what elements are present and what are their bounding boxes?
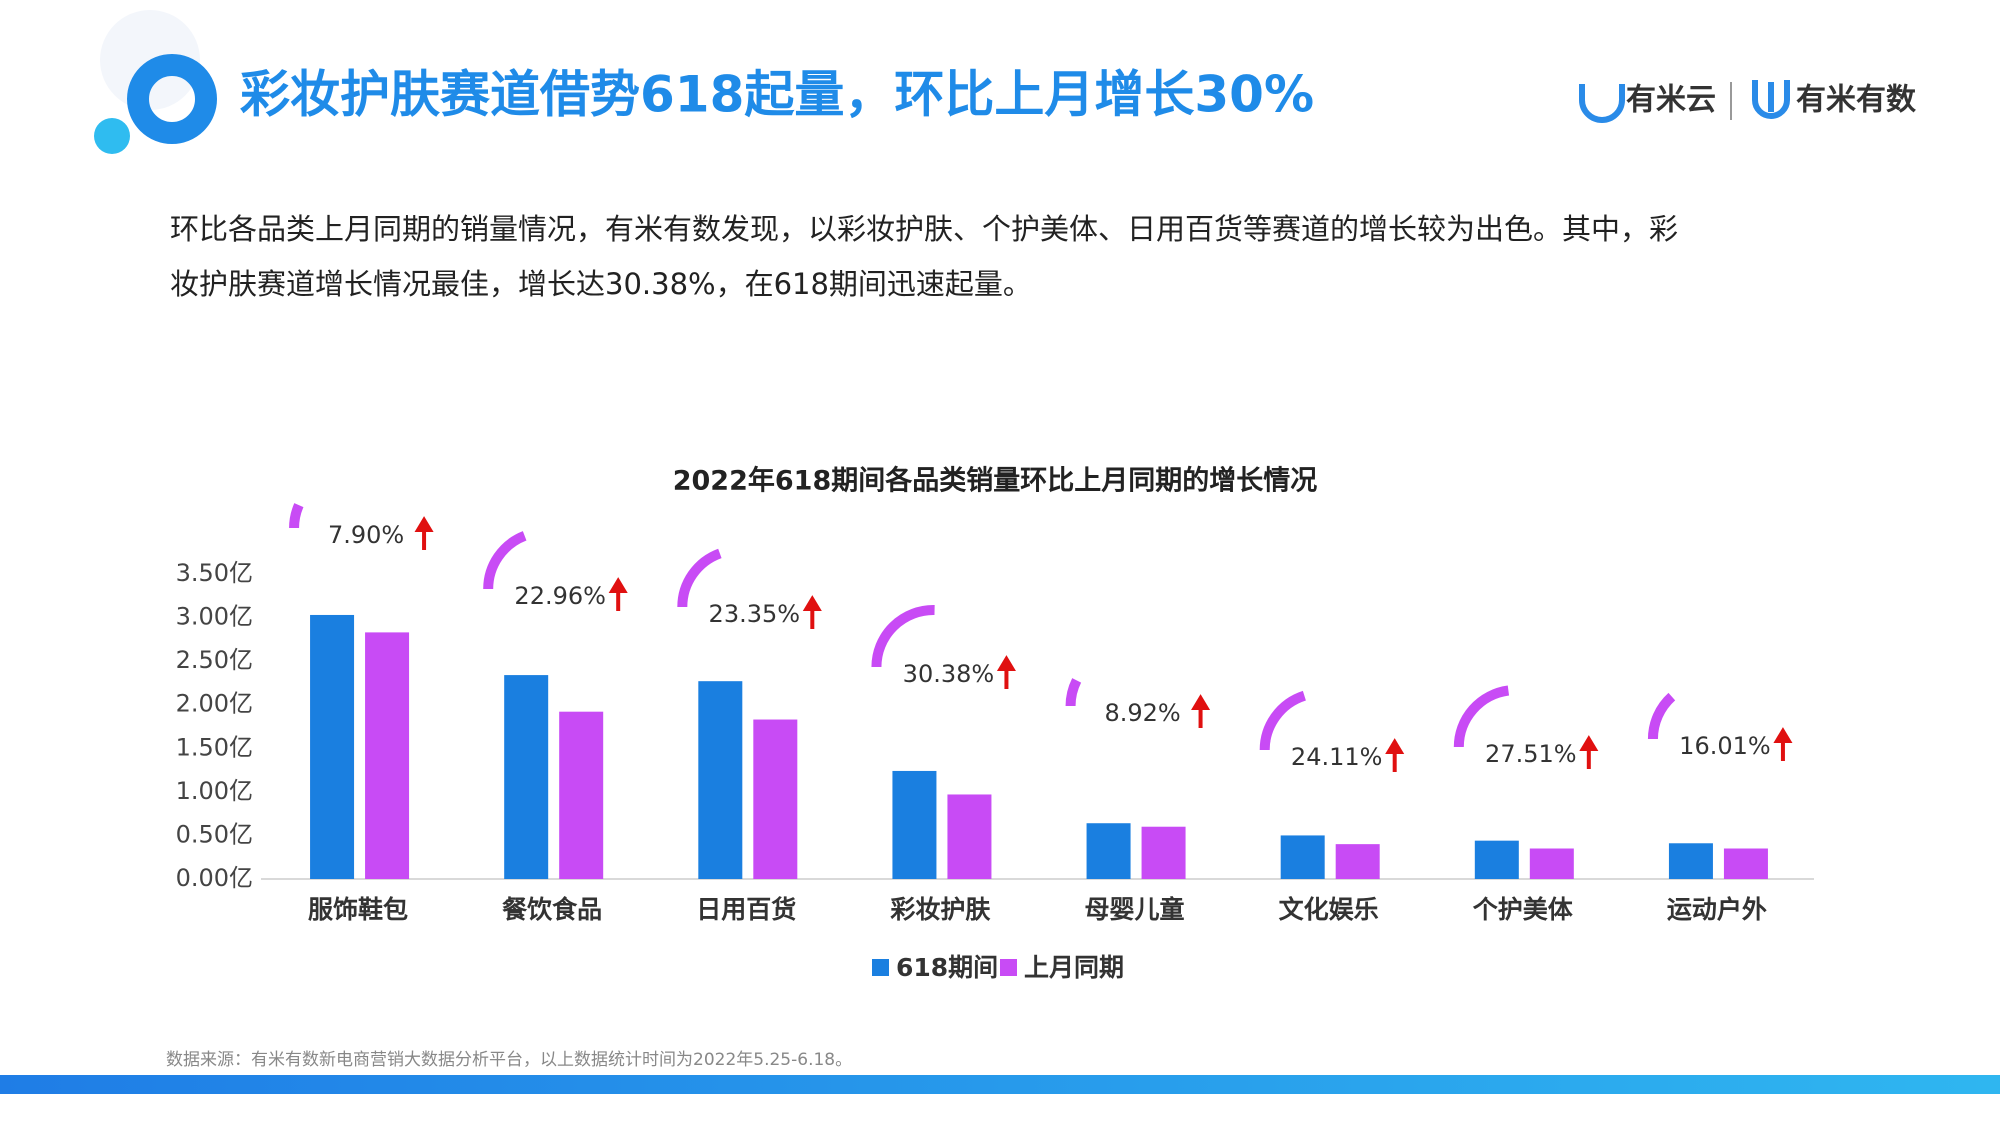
y-tick-label: 3.00亿 <box>176 603 253 631</box>
bar <box>947 794 992 879</box>
bar <box>698 681 743 879</box>
paragraph-line: 妆护肤赛道增长情况最佳，增长达30.38%，在618期间迅速起量。 <box>170 267 1032 301</box>
logo-ring <box>127 54 217 144</box>
logo-icon <box>1579 84 1625 123</box>
bar <box>504 675 549 879</box>
up-arrow <box>608 577 628 611</box>
bar <box>753 719 798 879</box>
paragraph-line: 环比各品类上月同期的销量情况，有米有数发现，以彩妆护肤、个护美体、日用百货等赛道… <box>170 212 1678 246</box>
bar <box>365 632 410 879</box>
bar <box>559 711 604 879</box>
bar <box>1529 848 1574 879</box>
y-tick-label: 0.00亿 <box>176 864 253 892</box>
y-tick-label: 1.50亿 <box>176 733 253 761</box>
x-tick-label: 个护美体 <box>1473 895 1574 924</box>
x-tick-label: 运动户外 <box>1667 895 1767 924</box>
up-arrow <box>1191 694 1211 728</box>
logo-text: 有米云 <box>1626 83 1716 118</box>
y-tick-label: 3.50亿 <box>176 559 253 587</box>
x-tick-label: 餐饮食品 <box>502 895 602 924</box>
up-arrow <box>1773 727 1793 761</box>
x-tick-label: 彩妆护肤 <box>890 895 991 924</box>
growth-arc <box>677 548 722 608</box>
growth-arc <box>871 605 935 668</box>
bar <box>1086 823 1131 879</box>
bar <box>1723 848 1768 879</box>
y-tick-label: 2.00亿 <box>176 690 253 718</box>
bar <box>1474 840 1519 879</box>
growth-arc <box>1647 692 1676 740</box>
y-tick-label: 1.00亿 <box>176 777 253 805</box>
bar <box>1141 826 1186 879</box>
growth-arc <box>1453 685 1510 748</box>
x-tick-label: 母婴儿童 <box>1085 895 1185 924</box>
y-tick-label: 2.50亿 <box>176 646 253 674</box>
legend-label: 上月同期 <box>1024 953 1124 982</box>
y-tick-label: 0.50亿 <box>176 820 253 848</box>
x-tick-label: 日用百货 <box>696 895 796 924</box>
bar <box>310 614 355 879</box>
up-arrow <box>1385 738 1405 772</box>
x-tick-label: 服饰鞋包 <box>308 895 408 924</box>
logo-text: 有米有数 <box>1796 83 1917 118</box>
growth-label: 24.11% <box>1291 743 1383 771</box>
bar <box>1335 844 1380 879</box>
logo-dot <box>94 118 130 154</box>
growth-label: 30.38% <box>903 660 995 688</box>
footer-bar <box>0 1075 2000 1094</box>
up-arrow <box>802 595 822 629</box>
growth-label: 8.92% <box>1104 699 1180 727</box>
bar <box>892 770 937 879</box>
up-arrow <box>996 655 1016 689</box>
bar <box>1668 843 1713 879</box>
growth-label: 23.35% <box>709 600 801 628</box>
x-tick-label: 文化娱乐 <box>1279 895 1379 924</box>
growth-arc <box>1259 690 1307 751</box>
legend-swatch <box>872 959 889 976</box>
slide-title: 彩妆护肤赛道借势618起量，环比上月增长30% <box>240 66 1314 124</box>
logo-icon <box>1752 80 1790 119</box>
chart-title: 2022年618期间各品类销量环比上月同期的增长情况 <box>673 465 1318 497</box>
growth-label: 16.01% <box>1679 732 1771 760</box>
up-arrow <box>414 516 434 550</box>
bar <box>1280 835 1325 879</box>
legend-swatch <box>1000 959 1017 976</box>
source-note: 数据来源：有米有数新电商营销大数据分析平台，以上数据统计时间为2022年5.25… <box>166 1050 852 1070</box>
up-arrow <box>1579 735 1599 769</box>
growth-label: 27.51% <box>1485 740 1577 768</box>
growth-arc <box>1065 678 1082 707</box>
growth-arc <box>483 531 527 590</box>
growth-label: 22.96% <box>514 582 606 610</box>
growth-arc <box>289 503 304 529</box>
growth-label: 7.90% <box>328 521 404 549</box>
legend-label: 618期间 <box>896 953 998 982</box>
